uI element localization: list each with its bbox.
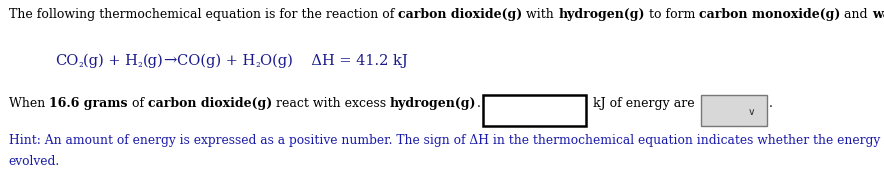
Text: (g) + H: (g) + H: [83, 53, 138, 68]
Text: 16.6 grams: 16.6 grams: [50, 97, 127, 110]
Text: When: When: [9, 97, 50, 110]
Text: carbon dioxide(g): carbon dioxide(g): [148, 97, 272, 110]
Text: hydrogen(g): hydrogen(g): [558, 8, 644, 21]
Text: ∨: ∨: [747, 107, 755, 117]
Text: carbon monoxide(g): carbon monoxide(g): [699, 8, 841, 21]
Text: (g): (g): [142, 53, 164, 68]
Text: The following thermochemical equation is for the reaction of: The following thermochemical equation is…: [9, 8, 398, 21]
Text: Hint: An amount of energy is expressed as a positive number. The sign of ΔH in t: Hint: An amount of energy is expressed a…: [9, 134, 884, 147]
Text: →: →: [164, 52, 177, 69]
Text: ₂: ₂: [255, 57, 260, 70]
Text: with: with: [522, 8, 558, 21]
Text: react with excess: react with excess: [272, 97, 390, 110]
Text: ₂: ₂: [78, 57, 83, 70]
Text: carbon dioxide(g): carbon dioxide(g): [398, 8, 522, 21]
Text: CO: CO: [55, 54, 78, 68]
Text: to form: to form: [644, 8, 699, 21]
Text: and: and: [841, 8, 873, 21]
Text: water(g): water(g): [873, 8, 884, 21]
Text: CO(g) + H: CO(g) + H: [177, 53, 255, 68]
Text: evolved.: evolved.: [9, 155, 60, 168]
Text: of: of: [127, 97, 148, 110]
Text: .: .: [769, 97, 773, 110]
Text: O(g)    ΔH = 41.2 kJ: O(g) ΔH = 41.2 kJ: [260, 53, 408, 68]
Text: .: .: [476, 97, 481, 110]
Text: ₂: ₂: [138, 57, 142, 70]
Text: hydrogen(g): hydrogen(g): [390, 97, 476, 110]
Text: kJ of energy are: kJ of energy are: [590, 97, 699, 110]
